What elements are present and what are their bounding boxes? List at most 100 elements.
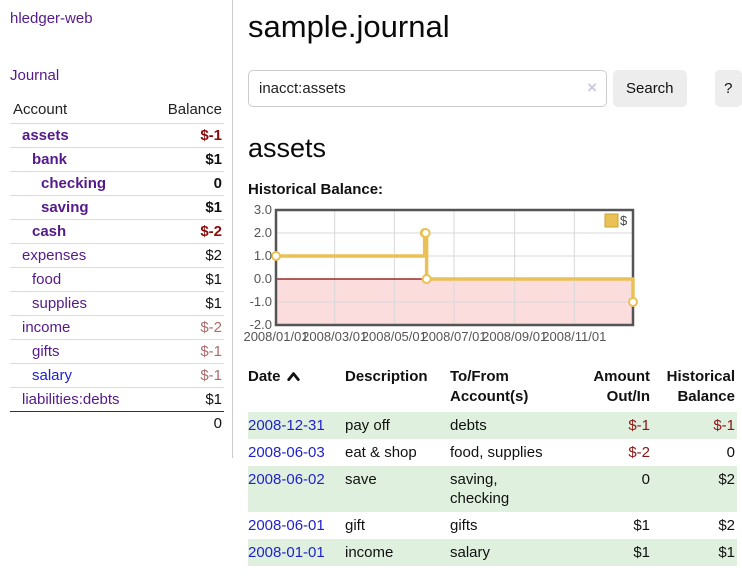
account-row: bank $1 — [10, 147, 224, 172]
transaction-balance: 0 — [726, 444, 735, 461]
account-balance: $1 — [148, 267, 224, 292]
svg-text:2008/03/01: 2008/03/01 — [302, 329, 367, 344]
transaction-date-link[interactable]: 2008-01-01 — [248, 544, 325, 561]
sidebar-account-link[interactable]: cash — [32, 223, 67, 240]
account-row: gifts $-1 — [10, 339, 224, 364]
transaction-balance: $2 — [718, 471, 735, 488]
account-column-header: Account — [13, 101, 68, 118]
transaction-date-cell: 2008-06-02 — [248, 466, 345, 512]
transaction-date-cell: 2008-06-01 — [248, 512, 345, 539]
account-balance: 0 — [148, 171, 224, 196]
account-name-cell: supplies — [10, 291, 149, 316]
account-name-cell: checking — [10, 171, 149, 196]
balance-column-header: Balance — [167, 101, 222, 118]
sidebar-account-link[interactable]: expenses — [22, 247, 87, 264]
transaction-balance: $-1 — [713, 417, 735, 434]
column-header-amount[interactable]: Amount Out/In — [593, 368, 650, 405]
svg-text:2.0: 2.0 — [254, 225, 272, 240]
column-header-date[interactable]: Date — [248, 365, 345, 412]
account-row: income $-2 — [10, 315, 224, 340]
account-row: supplies $1 — [10, 291, 224, 316]
sidebar-account-link[interactable]: salary — [32, 367, 73, 384]
sidebar-account-link[interactable]: food — [32, 271, 62, 288]
account-balance: $1 — [148, 291, 224, 316]
column-header-balance[interactable]: Historical Balance — [666, 368, 735, 405]
transaction-date-cell: 2008-12-31 — [248, 412, 345, 439]
accounts-table: Account Balance assets $-1 bank $1 checking 0… — [10, 99, 224, 435]
transaction-description: save — [345, 471, 377, 488]
search-input[interactable] — [248, 70, 607, 107]
svg-text:-2.0: -2.0 — [250, 317, 272, 332]
search-form: × Search ? — [248, 70, 742, 107]
accounts-total-value: 0 — [148, 411, 224, 435]
account-balance: $-1 — [148, 123, 224, 148]
transaction-description: pay off — [345, 417, 390, 434]
column-header-accounts[interactable]: To/From Account(s) — [450, 368, 529, 405]
main-content: sample.journal × Search ? assets Histori… — [243, 0, 742, 566]
account-row: cash $-2 — [10, 219, 224, 244]
sidebar-account-link[interactable]: saving — [41, 199, 89, 216]
account-name-cell: saving — [10, 195, 149, 220]
transaction-amount: $1 — [633, 544, 650, 561]
sidebar-account-link[interactable]: liabilities:debts — [22, 391, 120, 408]
account-name-cell: gifts — [10, 339, 149, 364]
svg-text:2008/01/01: 2008/01/01 — [243, 329, 308, 344]
register-header-row: Date Description To/From Account(s) Amou… — [248, 365, 737, 412]
date-header-label: Date — [248, 368, 281, 385]
transaction-row: 2008-01-01 income salary $1 $1 — [248, 539, 737, 566]
account-balance: $-1 — [148, 363, 224, 388]
account-name-cell: expenses — [10, 243, 149, 268]
svg-text:2008/09/01: 2008/09/01 — [482, 329, 547, 344]
accounts-table-header: Account Balance — [10, 99, 224, 124]
account-name-cell: cash — [10, 219, 149, 244]
page-title: sample.journal — [248, 9, 450, 44]
register-table: Date Description To/From Account(s) Amou… — [248, 365, 737, 566]
clear-search-icon[interactable]: × — [587, 78, 597, 97]
transaction-date-link[interactable]: 2008-06-03 — [248, 444, 325, 461]
accounts-total-row: 0 — [10, 411, 224, 435]
transaction-date-link[interactable]: 2008-12-31 — [248, 417, 325, 434]
app-brand-link[interactable]: hledger-web — [10, 10, 93, 27]
transaction-date-cell: 2008-01-01 — [248, 539, 345, 566]
sidebar: hledger-web Journal Account Balance asse… — [0, 0, 233, 458]
account-row: saving $1 — [10, 195, 224, 220]
sidebar-account-link[interactable]: income — [22, 319, 71, 336]
svg-text:2008/05/01: 2008/05/01 — [362, 329, 427, 344]
transaction-row: 2008-06-01 gift gifts $1 $2 — [248, 512, 737, 539]
account-name-cell: liabilities:debts — [10, 387, 149, 412]
account-balance: $-2 — [148, 315, 224, 340]
account-row: checking 0 — [10, 171, 224, 196]
transaction-accounts: salary — [450, 544, 491, 561]
account-row: liabilities:debts $1 — [10, 387, 224, 412]
transaction-date-link[interactable]: 2008-06-01 — [248, 517, 325, 534]
transaction-description: gift — [345, 517, 366, 534]
account-page-title: assets — [248, 133, 327, 163]
transaction-date-link[interactable]: 2008-06-02 — [248, 471, 325, 488]
balance-chart: $3.0 2.0 1.0 0.0 -1.0 -2.0 2008/01/01 2008/03/0… — [243, 202, 742, 357]
account-name-cell: assets — [10, 123, 149, 148]
account-name-cell: income — [10, 315, 149, 340]
transaction-balance: $1 — [718, 544, 735, 561]
sidebar-account-link[interactable]: supplies — [32, 295, 88, 312]
transaction-row: 2008-12-31 pay off debts $-1 $-1 — [248, 412, 737, 439]
sidebar-account-link[interactable]: gifts — [32, 343, 60, 360]
search-input-wrap: × — [248, 70, 607, 107]
search-button[interactable]: Search — [613, 70, 687, 107]
help-button[interactable]: ? — [714, 70, 742, 107]
sidebar-item-journal[interactable]: Journal — [10, 67, 60, 84]
account-row: salary $-1 — [10, 363, 224, 388]
transaction-accounts: debts — [450, 417, 487, 434]
sidebar-account-link[interactable]: bank — [32, 151, 68, 168]
column-header-description[interactable]: Description — [345, 368, 428, 385]
transaction-row: 2008-06-02 save saving, checking 0 $2 — [248, 466, 737, 512]
sidebar-account-link[interactable]: checking — [41, 175, 107, 192]
account-row: food $1 — [10, 267, 224, 292]
svg-text:2008/11/01: 2008/11/01 — [542, 329, 606, 344]
svg-text:-1.0: -1.0 — [250, 294, 272, 309]
account-name-cell: salary — [10, 363, 149, 388]
svg-text:1.0: 1.0 — [254, 248, 272, 263]
transaction-row: 2008-06-03 eat & shop food, supplies $-2 0 — [248, 439, 737, 466]
account-balance: $1 — [148, 195, 224, 220]
transaction-accounts: gifts — [450, 517, 478, 534]
sidebar-account-link[interactable]: assets — [22, 127, 69, 144]
